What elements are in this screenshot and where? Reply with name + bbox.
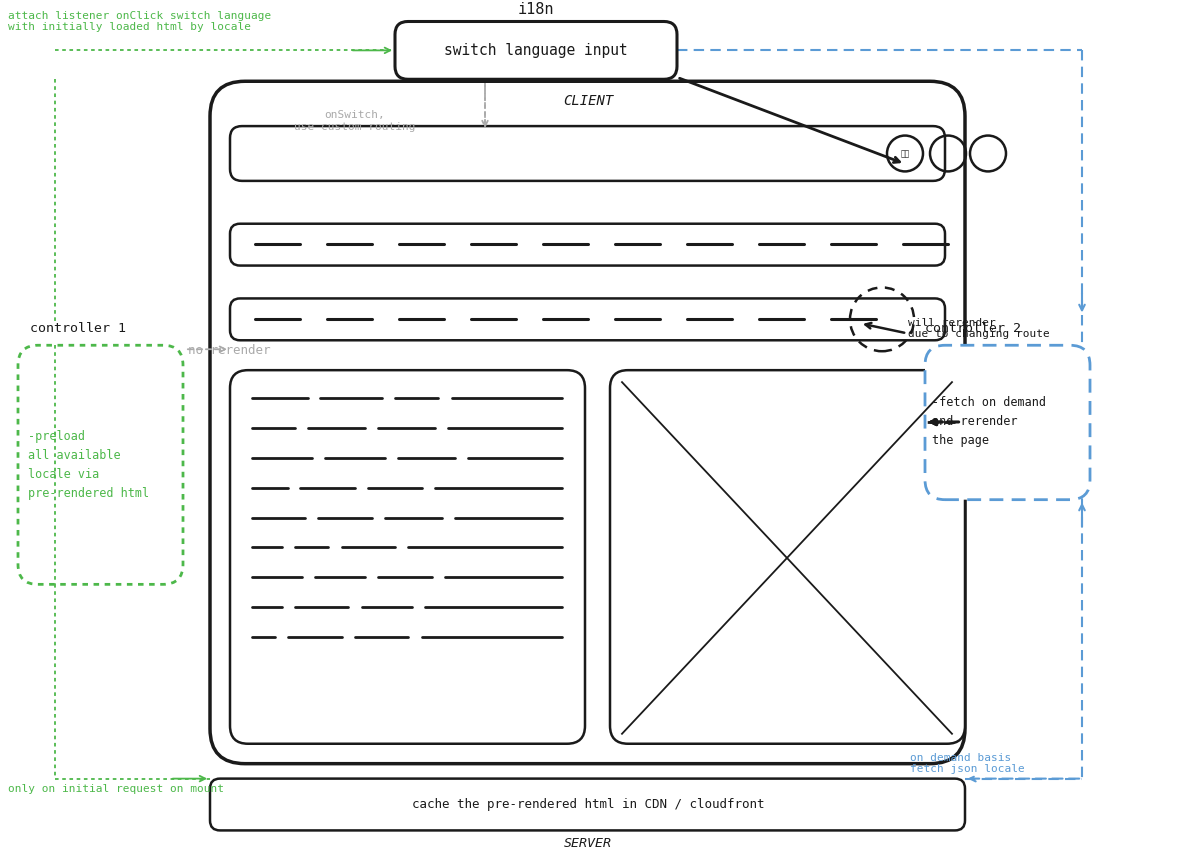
FancyBboxPatch shape [18,346,183,585]
Text: will rerender
due to changing route: will rerender due to changing route [908,317,1050,340]
Text: only on initial request on mount: only on initial request on mount [8,784,225,794]
Text: controller 2: controller 2 [925,322,1020,334]
Text: no rerender: no rerender [188,344,271,357]
Text: onSwitch,
use custom routing: onSwitch, use custom routing [295,111,416,132]
FancyBboxPatch shape [394,21,677,79]
Text: i18n: i18n [518,2,555,17]
FancyBboxPatch shape [230,299,944,340]
FancyBboxPatch shape [230,370,584,744]
Text: 中文: 中文 [901,149,910,158]
Text: switch language input: switch language input [444,43,628,58]
FancyBboxPatch shape [230,224,944,266]
Text: -fetch on demand
and rerender
the page: -fetch on demand and rerender the page [933,397,1045,448]
FancyBboxPatch shape [609,370,965,744]
FancyBboxPatch shape [230,126,944,181]
Text: on demand basis
fetch json locale: on demand basis fetch json locale [910,753,1025,774]
FancyBboxPatch shape [210,779,965,831]
Text: CLIENT: CLIENT [563,94,613,108]
FancyBboxPatch shape [210,81,965,763]
Text: SERVER: SERVER [564,837,612,850]
Text: -preload
all available
locale via
pre-rendered html: -preload all available locale via pre-re… [29,430,150,500]
Text: controller 1: controller 1 [30,322,126,334]
Text: cache the pre-rendered html in CDN / cloudfront: cache the pre-rendered html in CDN / clo… [412,797,764,810]
FancyBboxPatch shape [925,346,1091,500]
Text: attach listener onClick switch language
with initially loaded html by locale: attach listener onClick switch language … [8,11,271,32]
